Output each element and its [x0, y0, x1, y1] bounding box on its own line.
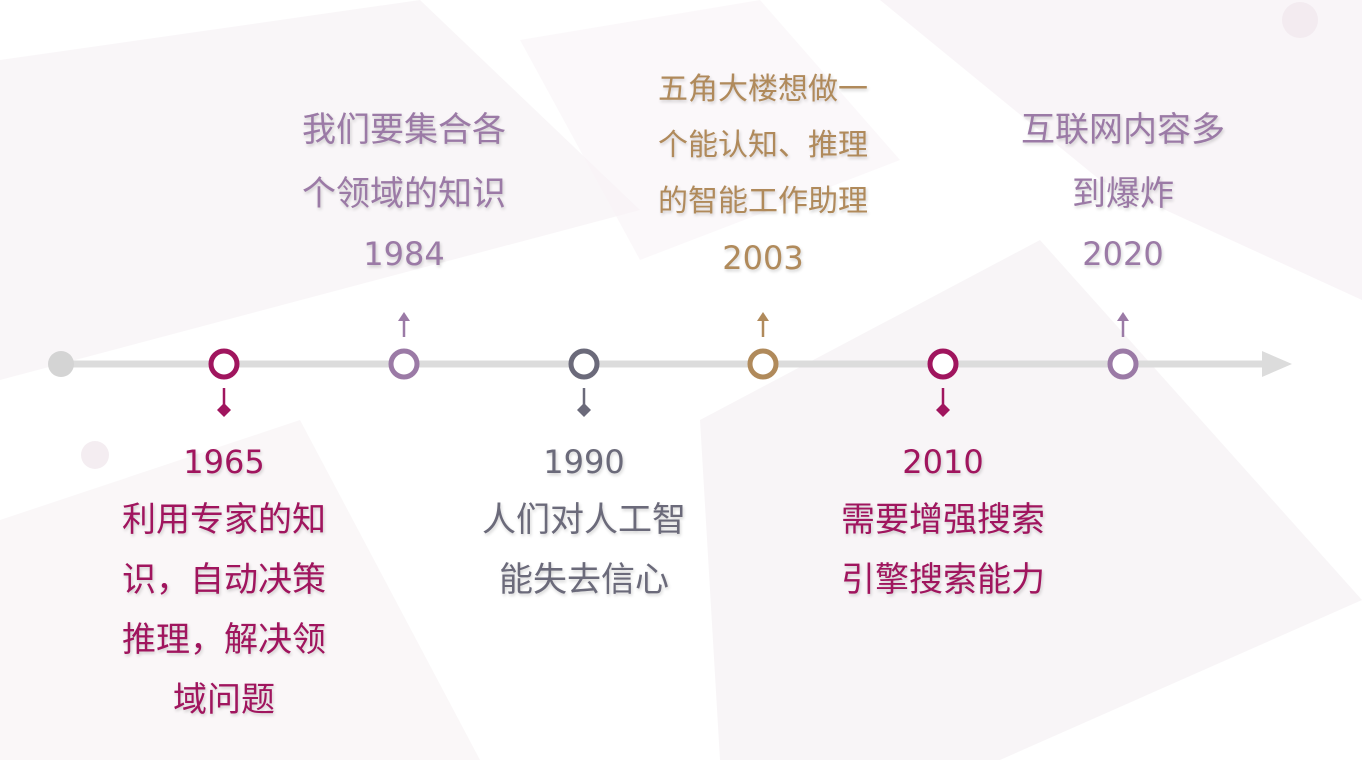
event-label-2010: 2010 需要增强搜索 引擎搜索能力	[813, 446, 1073, 610]
node-ring-1984	[388, 348, 420, 380]
timeline-marker-1965	[208, 348, 240, 417]
event-description-line: 的智能工作助理	[658, 184, 868, 219]
event-description: 五角大楼想做一 个能认知、推理 的智能工作助理	[638, 62, 888, 230]
timeline-marker-1984	[388, 312, 420, 380]
pointer-down-icon	[936, 403, 950, 417]
event-description-line: 利用专家的知	[122, 500, 326, 540]
event-year: 2020	[1082, 235, 1164, 273]
timeline-marker-2003	[747, 312, 779, 380]
pointer-up-icon	[757, 312, 769, 321]
event-description-line: 到爆炸	[1072, 174, 1174, 214]
event-description-line: 需要增强搜索	[841, 500, 1045, 540]
timeline-start-dot	[48, 351, 74, 377]
pointer-down-icon	[217, 403, 231, 417]
pointer-up-icon	[1117, 312, 1129, 321]
event-description-line: 个能认知、推理	[658, 128, 868, 163]
event-description-line: 识，自动决策	[122, 560, 326, 600]
event-description-line: 引擎搜索能力	[841, 560, 1045, 600]
node-ring-1965	[208, 348, 240, 380]
timeline-marker-1990	[568, 348, 600, 417]
event-description-line: 我们要集合各	[302, 110, 506, 150]
event-label-2003: 五角大楼想做一 个能认知、推理 的智能工作助理 2003	[638, 62, 888, 274]
event-label-2020: 互联网内容多 到爆炸 2020	[993, 98, 1253, 270]
event-year: 2003	[722, 239, 804, 277]
event-year: 1965	[183, 443, 265, 481]
timeline-marker-2010	[927, 348, 959, 417]
event-description-line: 五角大楼想做一	[658, 72, 868, 107]
event-description: 需要增强搜索 引擎搜索能力	[813, 490, 1073, 610]
node-ring-2010	[927, 348, 959, 380]
event-description: 我们要集合各 个领域的知识	[274, 98, 534, 226]
pointer-down-icon	[577, 403, 591, 417]
event-description: 利用专家的知 识，自动决策 推理，解决领 域问题	[94, 490, 354, 730]
event-year: 1984	[363, 235, 445, 273]
event-description: 人们对人工智 能失去信心	[454, 490, 714, 610]
node-ring-2003	[747, 348, 779, 380]
event-description-line: 域问题	[173, 680, 275, 720]
timeline-marker-2020	[1107, 312, 1139, 380]
event-year: 1990	[543, 443, 625, 481]
timeline-arrowhead	[1262, 351, 1292, 377]
pointer-up-icon	[398, 312, 410, 321]
event-label-1965: 1965 利用专家的知 识，自动决策 推理，解决领 域问题	[94, 446, 354, 730]
event-description-line: 能失去信心	[499, 560, 669, 600]
event-label-1984: 我们要集合各 个领域的知识 1984	[274, 98, 534, 270]
event-description-line: 个领域的知识	[302, 174, 506, 214]
event-label-1990: 1990 人们对人工智 能失去信心	[454, 446, 714, 610]
event-year: 2010	[902, 443, 984, 481]
event-description-line: 推理，解决领	[122, 620, 326, 660]
event-description: 互联网内容多 到爆炸	[993, 98, 1253, 226]
node-ring-2020	[1107, 348, 1139, 380]
node-ring-1990	[568, 348, 600, 380]
event-description-line: 互联网内容多	[1021, 110, 1225, 150]
event-description-line: 人们对人工智	[482, 500, 686, 540]
